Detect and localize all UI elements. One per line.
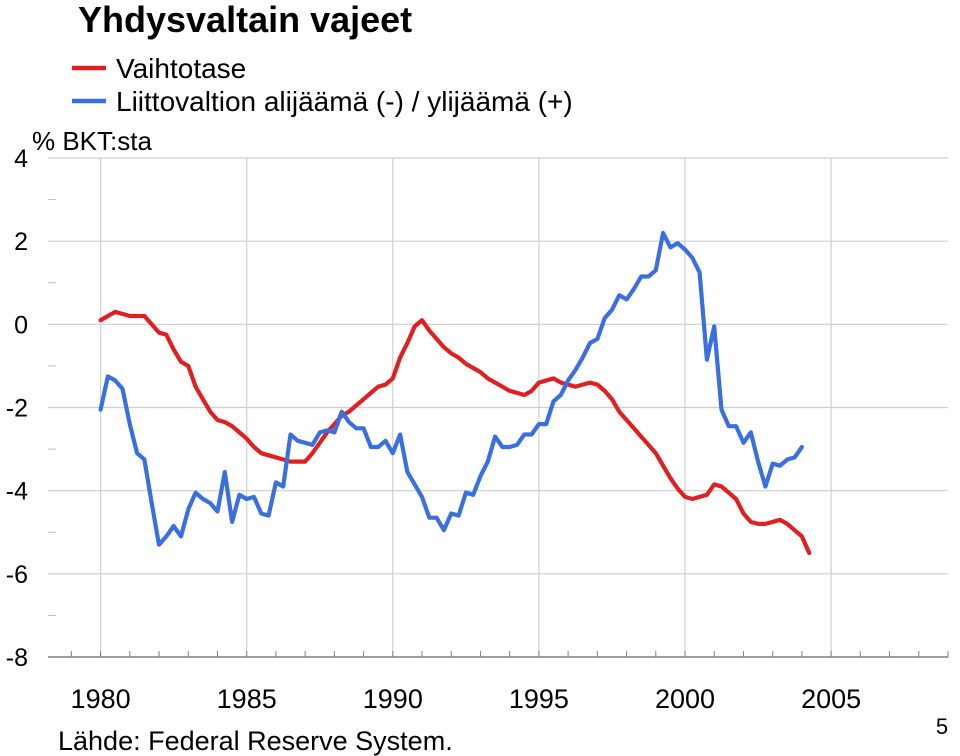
page-number: 5 xyxy=(936,714,948,739)
y-tick-labels: 4 2 0 -2 -4 -6 -8 xyxy=(6,145,28,672)
x-tick-label: 1990 xyxy=(363,684,423,714)
legend-label-federal-budget: Liittovaltion alijäämä (-) / ylijäämä (+… xyxy=(116,86,573,117)
y-tick-label: -4 xyxy=(6,478,28,506)
chart-title: Yhdysvaltain vajeet xyxy=(78,0,412,40)
x-tick-label: 1985 xyxy=(217,684,277,714)
federal-budget-line xyxy=(98,230,804,547)
y-tick-label: -8 xyxy=(6,644,28,672)
grid xyxy=(48,157,948,657)
axes xyxy=(48,199,949,658)
x-tick-label: 1995 xyxy=(509,684,569,714)
x-tick-labels: 1980 1985 1990 1995 2000 2005 xyxy=(71,684,862,714)
x-tick-label: 2005 xyxy=(801,684,861,714)
legend: Vaihtotase Liittovaltion alijäämä (-) / … xyxy=(72,53,573,117)
y-tick-label: -6 xyxy=(6,561,28,589)
y-axis-unit-label: % BKT:sta xyxy=(32,126,152,156)
y-tick-label: 2 xyxy=(14,228,28,256)
y-tick-label: -2 xyxy=(6,395,28,423)
y-tick-label: 4 xyxy=(14,145,28,173)
y-tick-label: 0 xyxy=(14,311,28,339)
current-account-line xyxy=(98,309,812,556)
source-note: Lähde: Federal Reserve System. xyxy=(58,726,453,756)
series-lines xyxy=(98,230,812,556)
x-tick-label: 2000 xyxy=(655,684,715,714)
x-tick-label: 1980 xyxy=(71,684,131,714)
legend-label-current-account: Vaihtotase xyxy=(116,53,246,84)
